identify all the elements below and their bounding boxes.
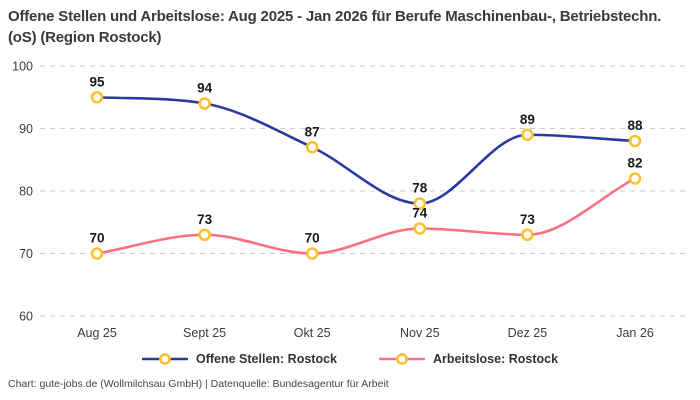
x-tick-label: Dez 25 [508, 326, 548, 340]
value-label: 74 [412, 206, 428, 221]
y-tick-label: 70 [19, 247, 33, 261]
value-label: 70 [89, 231, 104, 246]
x-tick-label: Nov 25 [400, 326, 440, 340]
data-point-marker [628, 135, 642, 148]
data-point-marker [305, 247, 319, 261]
value-label: 78 [412, 181, 428, 196]
value-label: 94 [197, 81, 213, 96]
series-line-1 [95, 177, 637, 256]
data-point-marker [413, 222, 427, 236]
legend-item-1: Arbeitslose: Rostock [378, 352, 559, 367]
legend-marker [159, 353, 171, 366]
series-line-0 [95, 96, 637, 206]
data-point-marker [198, 97, 211, 111]
value-label: 73 [520, 212, 536, 227]
x-tick-label: Sept 25 [183, 326, 226, 340]
y-tick-label: 100 [12, 60, 33, 74]
x-tick-label: Okt 25 [294, 326, 331, 340]
data-point-marker [90, 247, 104, 261]
data-point-marker [305, 141, 319, 154]
legend-label: Offene Stellen: Rostock [195, 352, 337, 367]
value-label: 70 [305, 231, 320, 246]
data-point-marker [521, 128, 534, 142]
x-tick-label: Aug 25 [77, 326, 117, 340]
legend: Offene Stellen: Rostock Arbeitslose: Rost… [0, 349, 700, 369]
value-label: 87 [305, 125, 320, 140]
legend-marker [396, 353, 408, 366]
x-tick-label: Jan 26 [616, 326, 654, 340]
legend-swatch-icon [378, 353, 425, 366]
line-chart-plot: 60 70 80 90 100 Aug 25 Sept 25 Okt 25 Nov 25 Dez … [12, 60, 689, 340]
y-tick-label: 80 [19, 185, 33, 199]
data-point-marker [521, 228, 534, 242]
value-label: 95 [89, 75, 105, 90]
value-label: 73 [197, 212, 213, 227]
chart-attribution: Chart: gute-jobs.de (Wollmilchsau GmbH) … [8, 378, 389, 391]
legend-label: Arbeitslose: Rostock [432, 352, 559, 367]
value-label: 88 [627, 118, 643, 133]
y-tick-label: 90 [19, 122, 33, 136]
chart-title: Offene Stellen und Arbeitslose: Aug 2025… [8, 8, 662, 46]
data-point-marker [198, 228, 211, 242]
data-point-marker [90, 91, 104, 104]
data-point-marker [413, 197, 427, 211]
data-point-marker [628, 172, 642, 186]
legend-item-0: Offene Stellen: Rostock [141, 352, 337, 367]
legend-swatch-icon [141, 353, 188, 366]
value-label: 89 [520, 112, 535, 127]
value-label: 82 [627, 156, 642, 171]
y-tick-label: 60 [19, 310, 33, 324]
